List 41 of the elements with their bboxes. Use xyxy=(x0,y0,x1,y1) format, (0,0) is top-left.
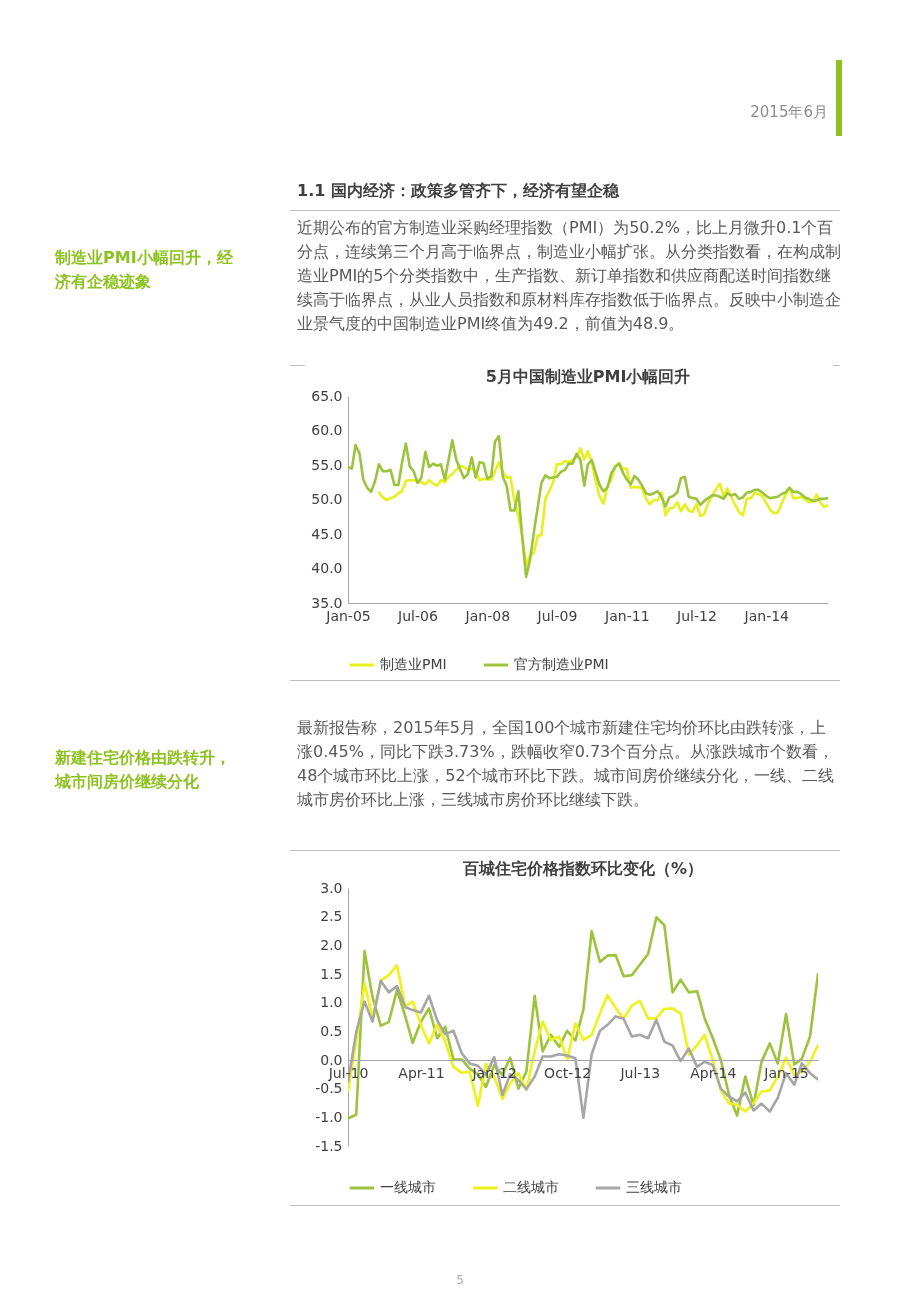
legend-label: 一线城市 xyxy=(380,1179,436,1195)
x-tick-label: Jan-08 xyxy=(464,607,511,624)
text: 1.1 国内经济：政策多管齐下，经济有望企稳 xyxy=(297,181,620,201)
y-tick-label: 2.5 xyxy=(320,908,343,925)
y-tick-label: 1.5 xyxy=(320,965,343,982)
y-tick-label: 40.0 xyxy=(311,560,343,576)
x-tick-label: Jan-14 xyxy=(743,607,790,624)
text: 近期公布的官方制造业采购经理指数（PMI）为50.2%，比上月微升0.1个百分点，连续第三个月高于临界点，制造业小幅扩张。从分类指数看，在构成制造业PMI的5个分类指数中，生产指数、新订单指数和供应商配送时间指数继续高于临界点，从业人员指数和原材料库存指数低于临界点。反映中小制造企业景气度的中国制造业PMI终值为49.2，前值为48.9。 xyxy=(297,217,842,335)
y-tick-label: 3.0 xyxy=(320,879,343,896)
y-tick-label: 65.0 xyxy=(311,387,343,404)
x-tick-label: Jul-09 xyxy=(536,607,578,624)
y-tick-label: 2.0 xyxy=(320,936,343,953)
line-series xyxy=(348,434,828,579)
y-tick-label: 0.5 xyxy=(320,1022,343,1039)
text: 新建住宅价格由跌转升，城市间房价继续分化 xyxy=(55,747,232,793)
x-tick-label: Oct-12 xyxy=(544,1064,592,1081)
text: 2015年6月 xyxy=(749,103,828,122)
x-tick-label: Jul-06 xyxy=(397,607,438,624)
y-tick-label: 0.0 xyxy=(320,1051,343,1068)
y-tick-label: -1.5 xyxy=(315,1137,343,1154)
chart-title: 百城住宅价格指数环比变化（%） xyxy=(461,859,704,878)
y-tick-label: 55.0 xyxy=(311,456,343,473)
text: 最新报告称，2015年5月，全国100个城市新建住宅均价环比由跌转涨，上涨0.45%，同比下跌3.73%，跌幅收窄0.73个百分点。从涨跌城市个数看，48个城市环比上涨，52个城市环比下跌。城市间房价继续分化，一线、二线城市房价环比上涨，三线城市房价环比继续下跌。 xyxy=(297,717,836,811)
legend-label: 官方制造业PMI xyxy=(514,656,609,672)
text: 制造业PMI小幅回升，经济有企稳迹象 xyxy=(55,247,234,293)
x-tick-label: Jan-11 xyxy=(604,607,650,624)
legend-label: 制造业PMI xyxy=(380,656,447,672)
legend-label: 三线城市 xyxy=(626,1179,682,1195)
y-tick-label: -1.0 xyxy=(315,1108,343,1125)
x-tick-label: Jan-12 xyxy=(471,1064,517,1081)
legend-label: 二线城市 xyxy=(503,1179,559,1195)
y-tick-label: 60.0 xyxy=(311,422,343,438)
x-tick-label: Apr-11 xyxy=(398,1064,445,1081)
text: 5 xyxy=(455,1272,465,1288)
y-tick-label: -0.5 xyxy=(315,1080,343,1097)
y-tick-label: 1.0 xyxy=(320,994,343,1011)
x-tick-label: Jul-12 xyxy=(676,607,717,624)
y-tick-label: 50.0 xyxy=(311,491,343,507)
y-tick-label: 45.0 xyxy=(311,525,343,542)
x-tick-label: Jul-13 xyxy=(619,1064,661,1081)
chart-title: 5月中国制造业PMI小幅回升 xyxy=(485,367,691,386)
